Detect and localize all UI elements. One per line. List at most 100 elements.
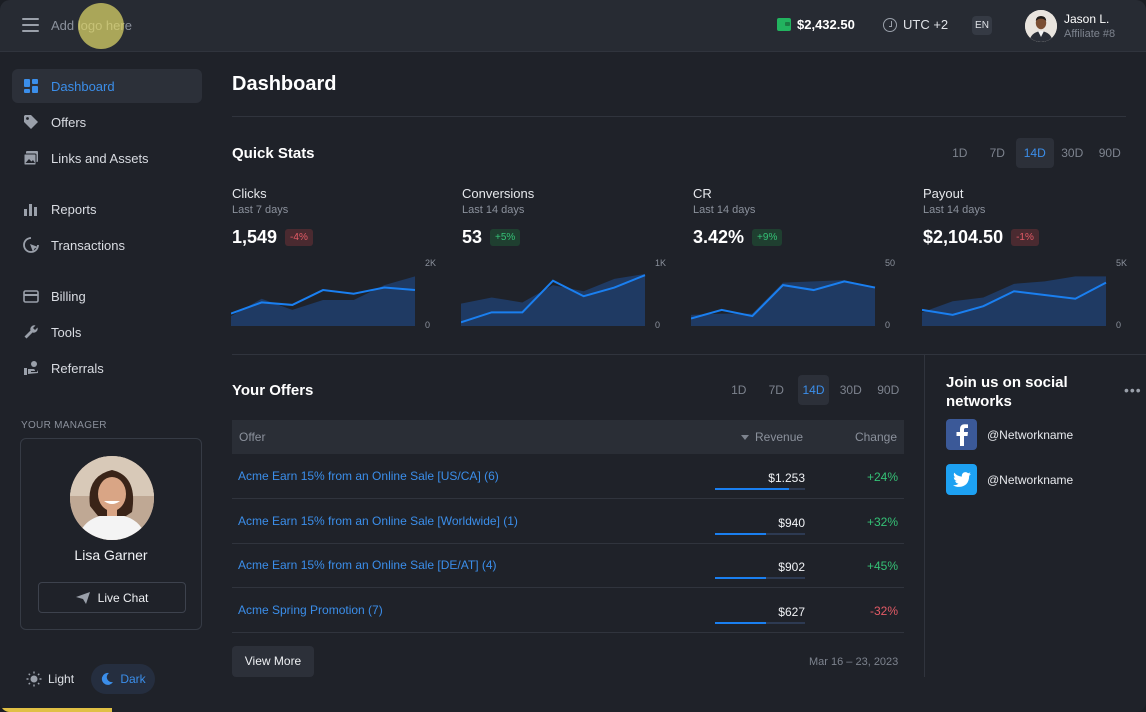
- sidebar: Dashboard Offers Links and Assets Report…: [0, 52, 214, 712]
- sidebar-item-label: Transactions: [51, 237, 125, 253]
- period-tab-7d[interactable]: 7D: [989, 146, 1005, 160]
- stat-subtitle: Last 14 days: [462, 204, 525, 216]
- table-row[interactable]: Acme Spring Promotion (7) $627 -32%: [232, 589, 904, 633]
- period-tab-90d[interactable]: 90D: [1098, 146, 1121, 160]
- user-avatar[interactable]: [1025, 10, 1057, 42]
- sidebar-item-billing[interactable]: Billing: [12, 279, 202, 313]
- facebook-icon: [946, 419, 977, 450]
- revenue-bar: [715, 577, 805, 579]
- sparkline-line: [231, 286, 416, 315]
- sidebar-item-label: Dashboard: [51, 78, 115, 94]
- column-header-offer[interactable]: Offer: [239, 430, 266, 444]
- divider: [232, 354, 1146, 355]
- manager-avatar: [70, 456, 154, 540]
- stat-value: 53: [462, 227, 483, 247]
- table-row[interactable]: Acme Earn 15% from an Online Sale [World…: [232, 500, 904, 544]
- sparkline-payout: 5K 0: [922, 258, 1127, 330]
- offers-table-header: Offer Revenue Change: [232, 420, 904, 454]
- stat-value-row: 53 +5%: [462, 227, 521, 248]
- moon-icon: [102, 672, 114, 685]
- referral-icon: [23, 360, 39, 376]
- stat-value-row: 3.42% +9%: [693, 227, 783, 248]
- sparkline-line: [691, 280, 876, 320]
- offers-period-tab-90d[interactable]: 90D: [877, 383, 900, 397]
- user-name[interactable]: Jason L.: [1064, 12, 1110, 26]
- sidebar-item-label: Links and Assets: [51, 150, 149, 166]
- revenue-bar-fill: [715, 577, 767, 579]
- offer-revenue: $1.253: [768, 471, 805, 485]
- column-header-revenue[interactable]: Revenue: [741, 430, 803, 444]
- sidebar-item-links-assets[interactable]: Links and Assets: [12, 141, 202, 175]
- wallet-icon: [777, 18, 791, 31]
- offers-period-tab-14d[interactable]: 14D: [798, 375, 829, 405]
- vertical-divider: [924, 355, 925, 677]
- stat-value-row: 1,549 -4%: [232, 227, 313, 248]
- balance-display[interactable]: $2,432.50: [777, 17, 855, 32]
- sparkline-axis-label: 0: [1116, 320, 1121, 330]
- stat-subtitle: Last 7 days: [232, 204, 289, 216]
- images-icon: [23, 150, 39, 166]
- offers-title: Your Offers: [232, 382, 314, 399]
- sparkline-cr: 50 0: [691, 258, 895, 330]
- offer-change: +32%: [866, 514, 898, 529]
- sidebar-item-transactions[interactable]: Transactions: [12, 228, 202, 262]
- balance-value: $2,432.50: [797, 17, 855, 32]
- more-options-icon[interactable]: •••: [1124, 382, 1142, 398]
- offer-link[interactable]: Acme Spring Promotion (7): [238, 602, 383, 617]
- language-selector[interactable]: EN: [972, 16, 992, 35]
- user-role: Affiliate #8: [1064, 28, 1116, 40]
- stat-cr: CR Last 14 days 3.42% +9%: [693, 186, 903, 247]
- offer-link[interactable]: Acme Earn 15% from an Online Sale [World…: [238, 513, 518, 528]
- sidebar-item-dashboard[interactable]: Dashboard: [12, 69, 202, 103]
- hamburger-menu-icon[interactable]: [22, 18, 39, 32]
- theme-dark-toggle[interactable]: Dark: [91, 664, 155, 694]
- offers-period-tab-30d[interactable]: 30D: [839, 383, 862, 397]
- offer-change: -32%: [869, 603, 898, 618]
- sidebar-item-referrals[interactable]: Referrals: [12, 351, 202, 385]
- timezone-value: UTC +2: [903, 17, 949, 32]
- social-link-twitter[interactable]: @Networkname: [946, 464, 1073, 495]
- sparkline-axis-label: 0: [885, 320, 890, 330]
- offer-change: +24%: [866, 470, 898, 484]
- social-link-facebook[interactable]: @Networkname: [946, 419, 1073, 450]
- view-more-button[interactable]: View More: [232, 646, 314, 677]
- offer-link[interactable]: Acme Earn 15% from an Online Sale [US/CA…: [238, 469, 499, 483]
- sparkline-axis-label: 0: [425, 320, 430, 330]
- twitter-icon: [946, 464, 977, 495]
- theme-light-label: Light: [48, 672, 75, 686]
- sparkline-area: [691, 280, 875, 326]
- manager-name: Lisa Garner: [74, 547, 148, 563]
- sidebar-item-offers[interactable]: Offers: [12, 105, 202, 139]
- sparkline-line: [922, 281, 1107, 316]
- table-row[interactable]: Acme Earn 15% from an Online Sale [US/CA…: [232, 455, 904, 499]
- period-tab-1d[interactable]: 1D: [952, 146, 968, 160]
- sidebar-item-label: Reports: [51, 201, 97, 217]
- offer-change: +45%: [866, 559, 898, 573]
- offers-period-tab-1d[interactable]: 1D: [731, 383, 747, 397]
- theme-light-toggle[interactable]: Light: [26, 664, 74, 694]
- cursor-click-icon: [23, 237, 39, 253]
- offer-revenue: $627: [778, 604, 805, 619]
- live-chat-button[interactable]: Live Chat: [38, 582, 186, 613]
- cursor-highlight: [78, 3, 124, 49]
- quick-stats-title: Quick Stats: [232, 145, 315, 162]
- stat-change-badge: +5%: [490, 229, 521, 246]
- credit-card-icon: [23, 288, 39, 304]
- sparkline-axis-label: 5K: [1116, 258, 1127, 268]
- offers-period-tab-7d[interactable]: 7D: [768, 383, 784, 397]
- offer-link[interactable]: Acme Earn 15% from an Online Sale [DE/AT…: [238, 558, 497, 572]
- stat-title: Conversions: [462, 186, 535, 201]
- period-tab-30d[interactable]: 30D: [1061, 146, 1084, 160]
- sidebar-item-tools[interactable]: Tools: [12, 315, 202, 349]
- column-header-change[interactable]: Change: [854, 430, 897, 444]
- timezone-selector[interactable]: UTC +2: [883, 17, 948, 32]
- bar-chart-icon: [23, 201, 39, 217]
- sparkline-axis-label: 0: [655, 320, 660, 330]
- table-row[interactable]: Acme Earn 15% from an Online Sale [DE/AT…: [232, 544, 904, 588]
- stat-change-badge: -1%: [1011, 229, 1039, 246]
- sidebar-item-reports[interactable]: Reports: [12, 192, 202, 226]
- social-handle: @Networkname: [987, 427, 1074, 442]
- period-tab-14d[interactable]: 14D: [1016, 138, 1054, 168]
- date-range: Mar 16 – 23, 2023: [809, 656, 899, 668]
